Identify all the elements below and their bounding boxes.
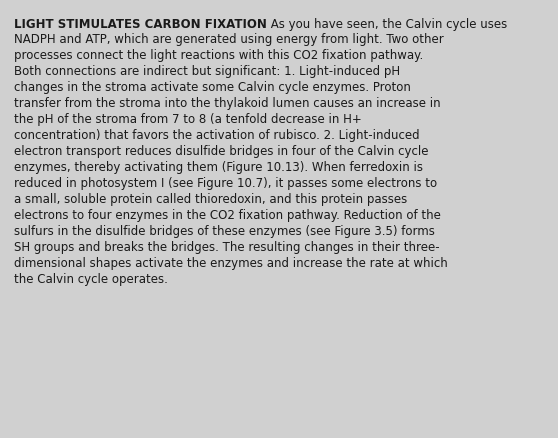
Text: dimensional shapes activate the enzymes and increase the rate at which: dimensional shapes activate the enzymes …: [14, 256, 448, 269]
Text: enzymes, thereby activating them (Figure 10.13). When ferredoxin is: enzymes, thereby activating them (Figure…: [14, 161, 423, 173]
Text: Both connections are indirect but significant: 1. Light-induced pH: Both connections are indirect but signif…: [14, 65, 400, 78]
Text: sulfurs in the disulfide bridges of these enzymes (see Figure 3.5) forms: sulfurs in the disulfide bridges of thes…: [14, 224, 435, 237]
Text: concentration) that favors the activation of rubisco. 2. Light-induced: concentration) that favors the activatio…: [14, 129, 420, 142]
Text: electron transport reduces disulfide bridges in four of the Calvin cycle: electron transport reduces disulfide bri…: [14, 145, 429, 158]
Text: processes connect the light reactions with this CO2 fixation pathway.: processes connect the light reactions wi…: [14, 49, 423, 62]
Text: transfer from the stroma into the thylakoid lumen causes an increase in: transfer from the stroma into the thylak…: [14, 97, 441, 110]
Text: the Calvin cycle operates.: the Calvin cycle operates.: [14, 272, 168, 285]
Text: NADPH and ATP, which are generated using energy from light. Two other: NADPH and ATP, which are generated using…: [14, 33, 444, 46]
Text: electrons to four enzymes in the CO2 fixation pathway. Reduction of the: electrons to four enzymes in the CO2 fix…: [14, 208, 441, 221]
Text: LIGHT STIMULATES CARBON FIXATION: LIGHT STIMULATES CARBON FIXATION: [14, 18, 267, 31]
Text: reduced in photosystem I (see Figure 10.7), it passes some electrons to: reduced in photosystem I (see Figure 10.…: [14, 177, 437, 190]
Text: a small, soluble protein called thioredoxin, and this protein passes: a small, soluble protein called thioredo…: [14, 192, 407, 205]
Text: As you have seen, the Calvin cycle uses: As you have seen, the Calvin cycle uses: [267, 18, 507, 31]
Text: changes in the stroma activate some Calvin cycle enzymes. Proton: changes in the stroma activate some Calv…: [14, 81, 411, 94]
Text: the pH of the stroma from 7 to 8 (a tenfold decrease in H+: the pH of the stroma from 7 to 8 (a tenf…: [14, 113, 362, 126]
Text: SH groups and breaks the bridges. The resulting changes in their three-: SH groups and breaks the bridges. The re…: [14, 240, 440, 253]
